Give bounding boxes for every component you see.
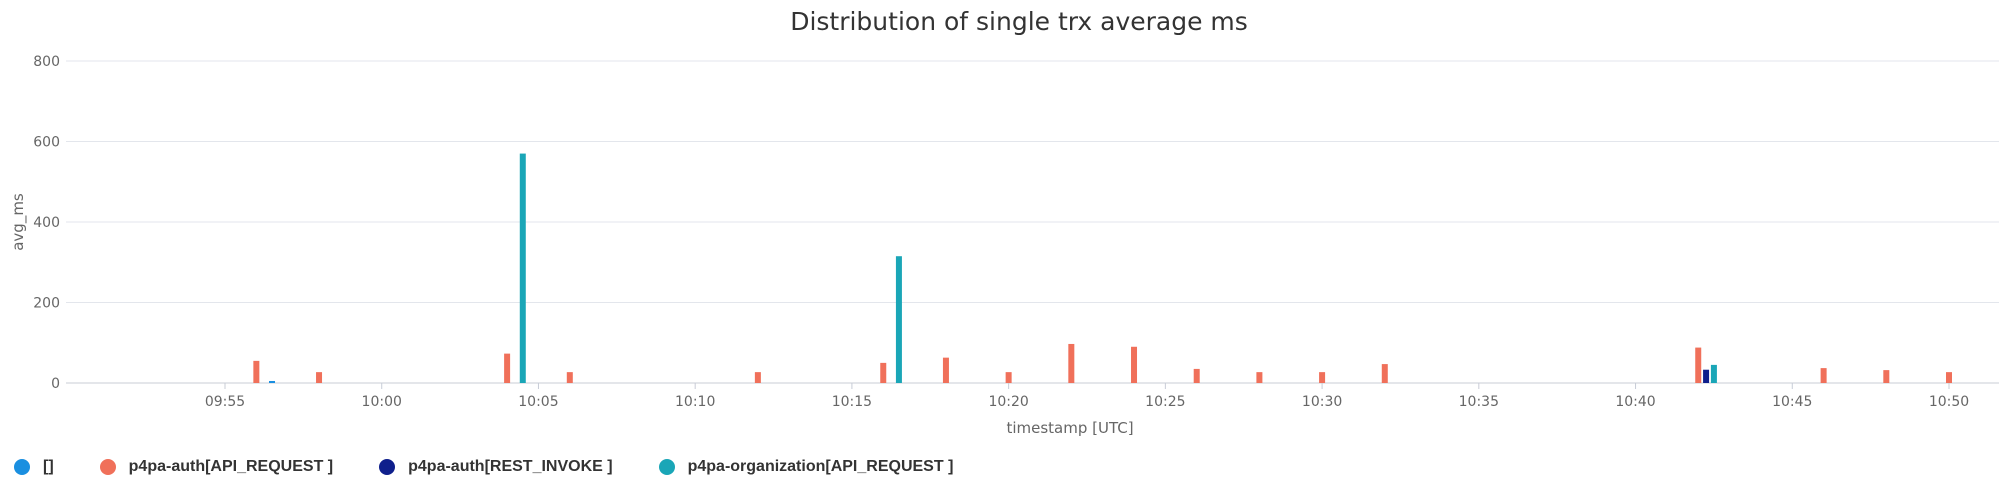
x-tick-label: 09:55 [205, 394, 245, 410]
bar[interactable] [1068, 343, 1075, 383]
bar[interactable] [1381, 364, 1388, 383]
bar[interactable] [895, 256, 902, 383]
bar[interactable] [880, 362, 887, 383]
x-tick-label: 10:00 [362, 394, 402, 410]
y-tick-label: 800 [33, 54, 60, 70]
bar[interactable] [1703, 369, 1710, 383]
legend-label: p4pa-organization[API_REQUEST ] [687, 458, 954, 475]
bar[interactable] [1193, 368, 1200, 383]
legend-label: p4pa-auth[API_REQUEST ] [128, 458, 334, 475]
legend-item-auth-rest-invoke[interactable]: p4pa-auth[REST_INVOKE ] [379, 458, 613, 476]
legend-label: [] [43, 458, 54, 475]
bars [253, 153, 1952, 383]
bar[interactable] [519, 153, 526, 383]
legend-swatch [14, 459, 30, 475]
legend-item-auth-api-request[interactable]: p4pa-auth[API_REQUEST ] [99, 458, 334, 476]
bar[interactable] [1710, 364, 1717, 383]
chart-title: Distribution of single trx average ms [790, 7, 1248, 36]
x-tick-label: 10:15 [832, 394, 872, 410]
legend-item-empty[interactable]: [] [14, 458, 54, 476]
x-tick-label: 10:25 [1145, 394, 1185, 410]
bar[interactable] [1319, 372, 1326, 383]
y-tick-label: 0 [51, 376, 60, 392]
legend: [] p4pa-auth[API_REQUEST ] p4pa-auth[RES… [14, 458, 999, 476]
y-tick-label: 200 [33, 296, 60, 312]
bar[interactable] [942, 357, 949, 383]
x-tick-label: 10:45 [1772, 394, 1812, 410]
bar[interactable] [754, 372, 761, 383]
x-tick-label: 10:35 [1459, 394, 1499, 410]
legend-swatch [99, 459, 116, 475]
bar[interactable] [1946, 372, 1952, 383]
bar[interactable] [1256, 372, 1263, 383]
x-tick-label: 10:05 [518, 394, 558, 410]
x-axis-label: timestamp [UTC] [1006, 419, 1133, 437]
x-tick-label: 10:20 [988, 394, 1028, 410]
legend-swatch [658, 459, 675, 475]
x-axis-ticks: 09:55 10:00 10:05 10:10 10:15 10:20 10:25 10:30… [205, 383, 1969, 410]
bar[interactable] [1005, 372, 1012, 383]
grid [66, 60, 1999, 384]
y-axis-ticks: 0 200 400 600 800 [33, 54, 60, 392]
y-tick-label: 600 [33, 135, 60, 151]
bar[interactable] [566, 372, 573, 383]
bar[interactable] [1695, 347, 1702, 383]
x-tick-label: 10:50 [1929, 394, 1969, 410]
y-axis-label: avg_ms [9, 193, 28, 251]
bar[interactable] [253, 360, 260, 383]
x-tick-label: 10:30 [1302, 394, 1342, 410]
bar[interactable] [1131, 346, 1138, 383]
y-tick-label: 400 [33, 215, 60, 231]
bar[interactable] [269, 380, 276, 383]
bar[interactable] [316, 372, 323, 383]
bar[interactable] [1883, 370, 1890, 383]
bar[interactable] [504, 353, 511, 383]
x-tick-label: 10:40 [1615, 394, 1655, 410]
legend-label: p4pa-auth[REST_INVOKE ] [408, 458, 613, 475]
legend-item-organization-api-request[interactable]: p4pa-organization[API_REQUEST ] [658, 458, 954, 476]
bar[interactable] [1820, 368, 1827, 383]
x-tick-label: 10:10 [675, 394, 715, 410]
legend-swatch [379, 459, 396, 475]
